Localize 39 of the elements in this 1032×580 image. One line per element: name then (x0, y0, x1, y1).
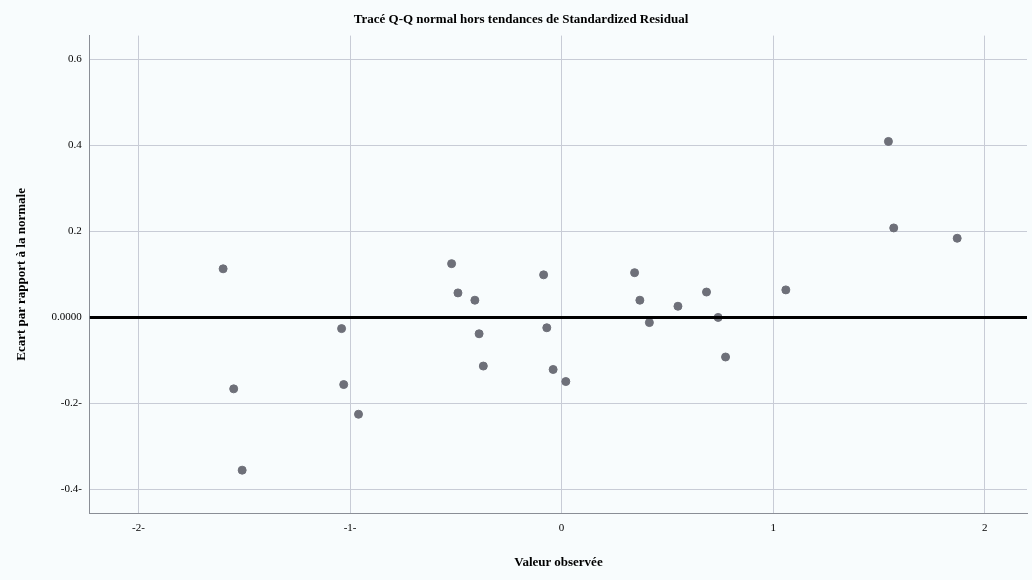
point (339, 380, 349, 390)
point (889, 223, 899, 233)
point (635, 295, 645, 305)
point (781, 285, 791, 295)
point (883, 136, 893, 146)
point (354, 409, 364, 419)
x-axis-title: Valeur observée (514, 553, 603, 569)
point (561, 377, 571, 387)
point (952, 233, 962, 243)
point (702, 287, 712, 297)
point (474, 329, 484, 339)
point (478, 361, 488, 371)
y-axis-title: Ecart par rapport à la normale (13, 187, 29, 361)
chart-title: Tracé Q-Q normal hors tendances de Standardized Residual (353, 11, 689, 27)
point (539, 270, 549, 280)
point (447, 259, 457, 269)
point (644, 318, 654, 328)
point (542, 323, 552, 333)
x-tick-label: -2- (132, 520, 146, 533)
x-tick-label: -1- (343, 520, 357, 533)
x-tick-label: 1 (770, 520, 776, 533)
y-tick-label: 0.4 (68, 138, 83, 151)
x-tick-label: 2 (981, 520, 988, 533)
x-tick-label: 0 (558, 520, 565, 533)
y-tick-label: 0.6 (68, 52, 83, 65)
point (630, 268, 640, 278)
point (337, 324, 347, 334)
point (237, 465, 247, 475)
y-tick-label: 0.2 (68, 224, 82, 237)
y-tick-label: -0.4- (60, 482, 83, 495)
point (673, 301, 683, 311)
point (548, 364, 558, 374)
point (453, 288, 463, 298)
y-tick-label: 0.0000 (51, 310, 83, 323)
point (470, 295, 480, 305)
y-tick-label: -0.2- (60, 396, 83, 409)
point (218, 264, 228, 274)
point (721, 352, 731, 362)
point (229, 384, 239, 394)
